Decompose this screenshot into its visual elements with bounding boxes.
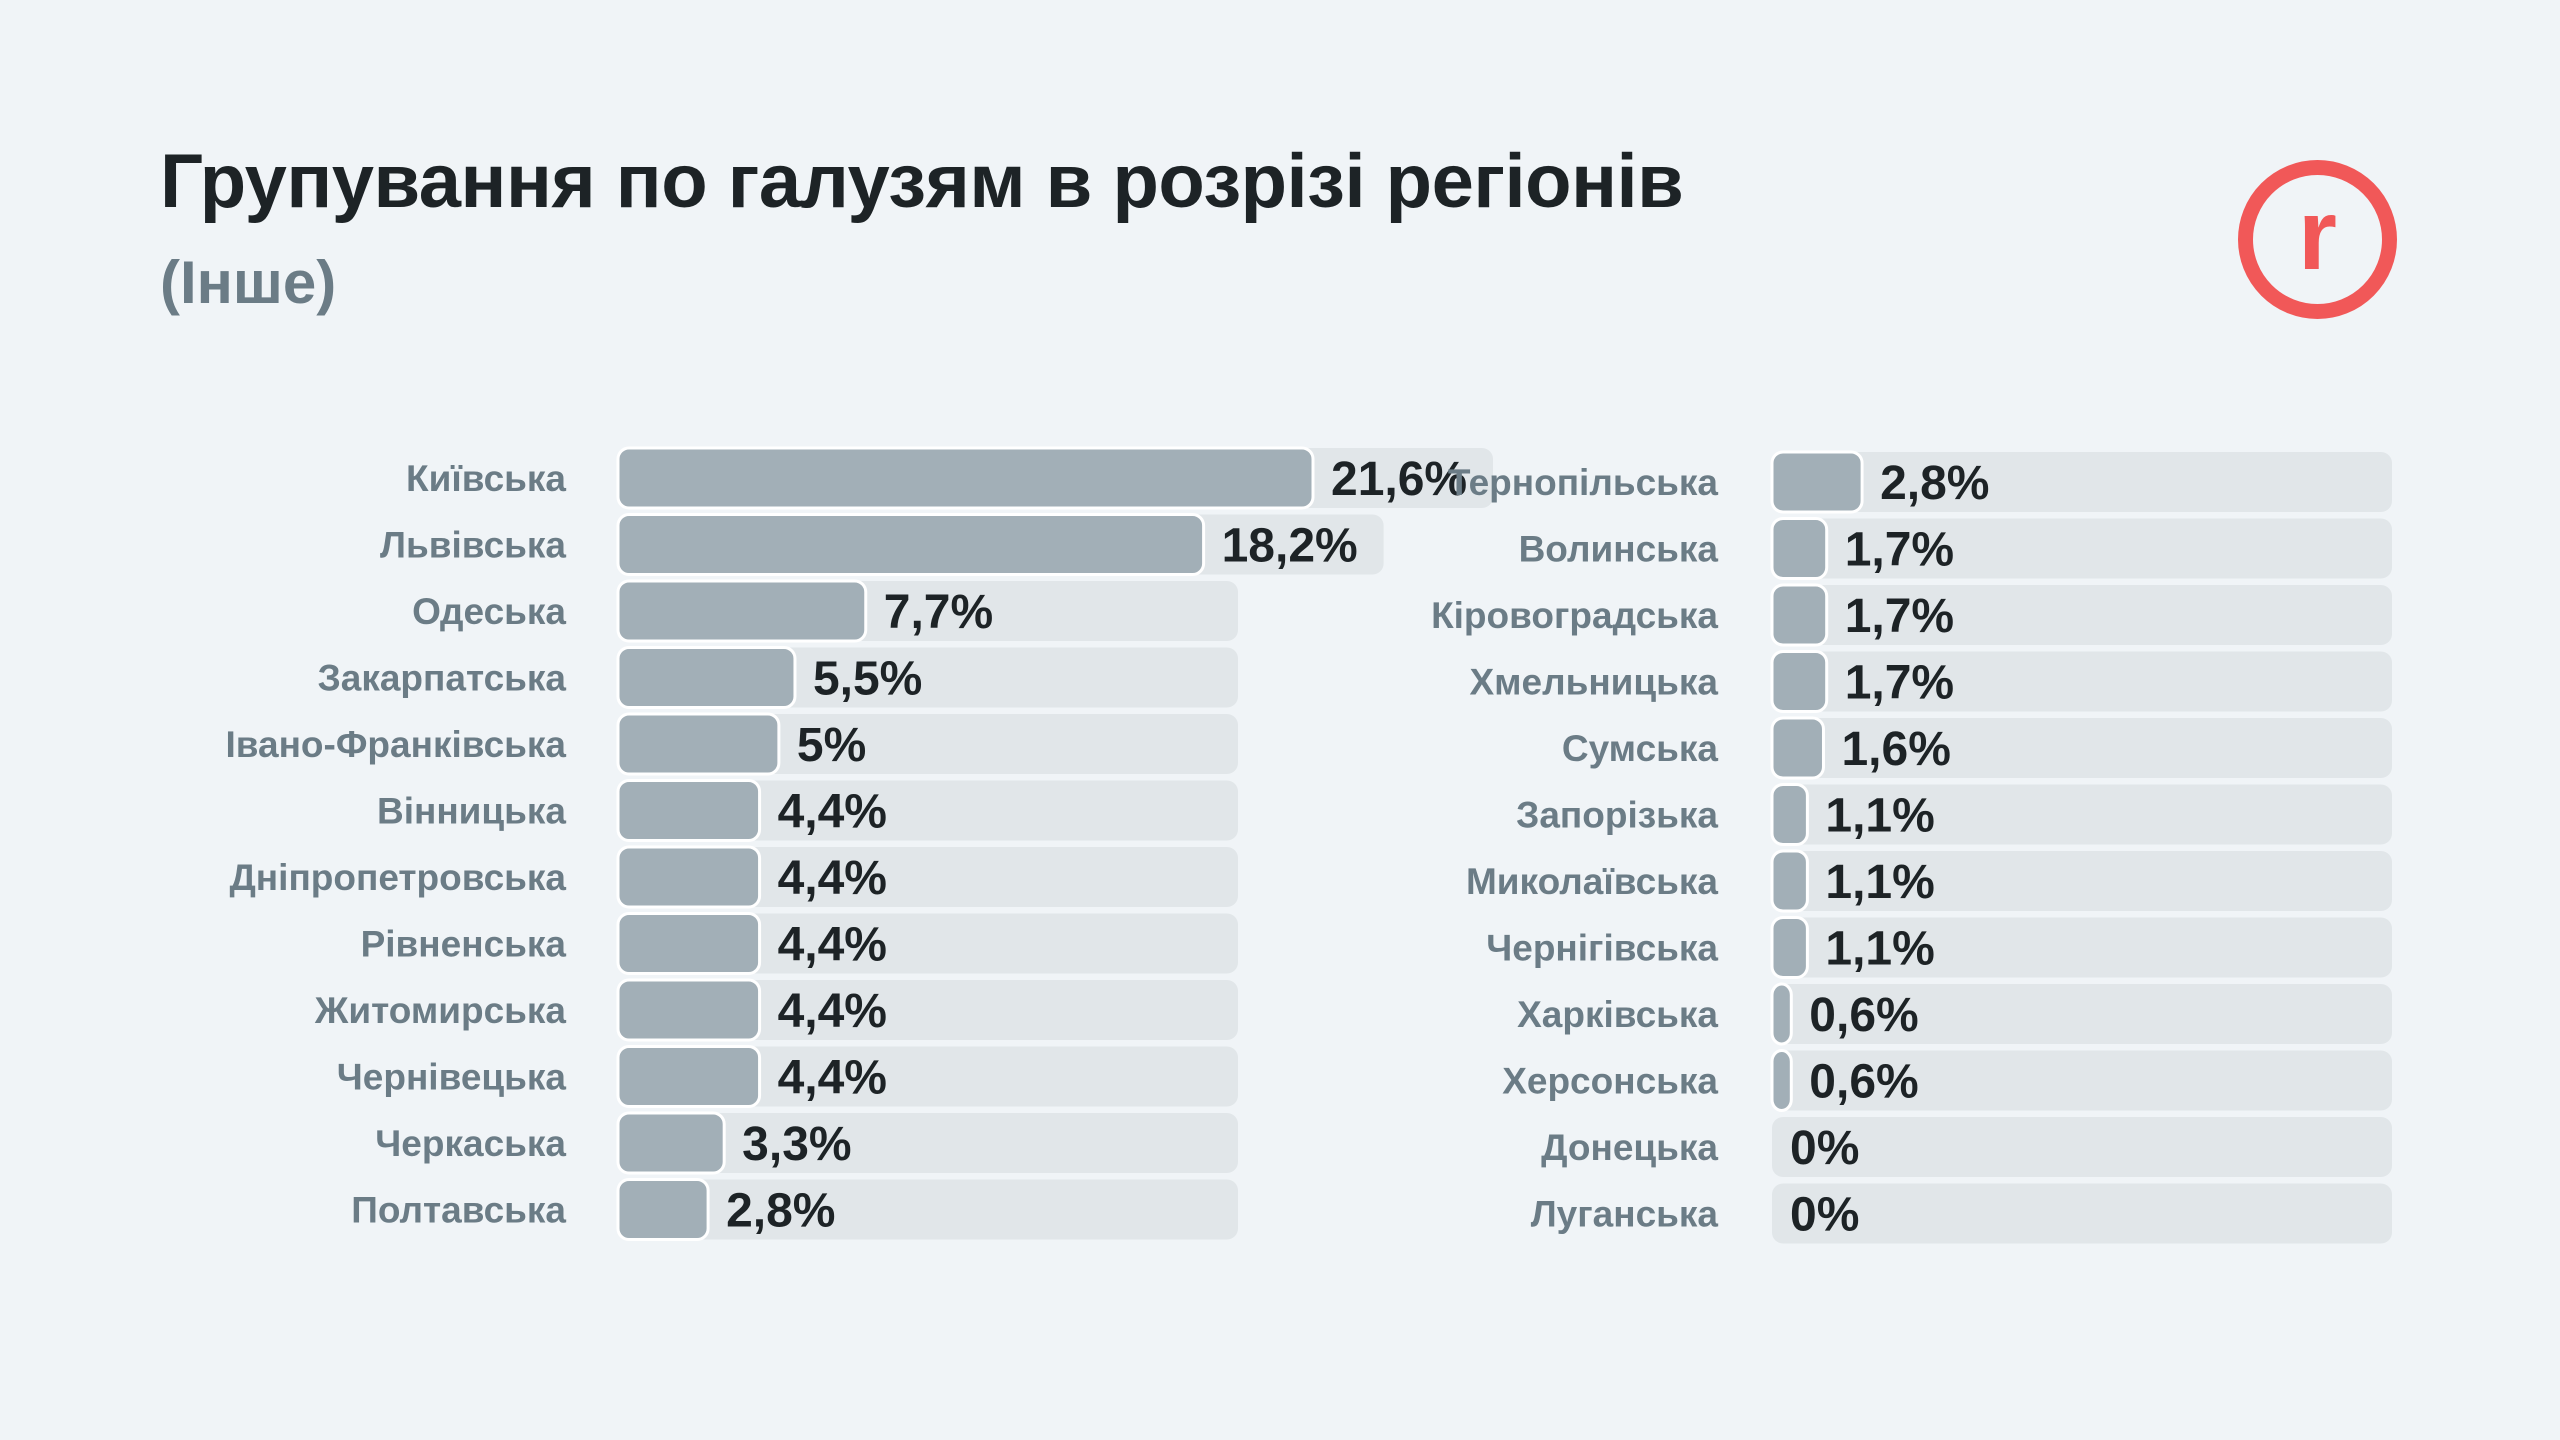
bar	[1770, 783, 1809, 846]
bar-track	[1772, 452, 2392, 512]
value-label: 4,4%	[778, 1052, 887, 1105]
bar-track	[1772, 984, 2392, 1044]
value-label: 18,2%	[1222, 520, 1358, 573]
bar	[616, 446, 1315, 510]
bar	[616, 1111, 726, 1175]
bar-track	[618, 1179, 1238, 1240]
value-label: 1,1%	[1825, 790, 1934, 843]
bar-track	[618, 980, 1238, 1040]
bar-track	[618, 847, 1238, 907]
category-label: Львівська	[380, 525, 566, 566]
chart-subtitle: (Інше)	[160, 249, 337, 316]
value-label: 4,4%	[778, 919, 887, 972]
value-label: 1,1%	[1825, 923, 1934, 976]
bar-track	[1772, 1183, 2392, 1244]
value-label: 4,4%	[778, 852, 887, 905]
bar-track	[1772, 1050, 2392, 1111]
logo-letter: r	[2298, 179, 2337, 291]
category-label: Харківська	[1517, 994, 1718, 1035]
value-label: 5,5%	[813, 653, 922, 706]
bar	[1770, 517, 1829, 580]
value-label: 1,6%	[1841, 723, 1950, 776]
bar-track	[1772, 718, 2392, 778]
r-logo-icon: r	[2238, 160, 2397, 319]
value-label: 4,4%	[778, 786, 887, 839]
category-label: Вінницька	[377, 791, 566, 832]
bar-track	[618, 1113, 1238, 1173]
bar	[616, 1178, 710, 1241]
category-label: Івано-Франківська	[225, 724, 566, 765]
bar-track	[1772, 1117, 2392, 1177]
value-label: 0,6%	[1809, 989, 1918, 1042]
value-label: 3,3%	[742, 1118, 851, 1171]
bar	[1770, 450, 1864, 514]
chart-title: Групування по галузям в розрізі регіонів	[160, 139, 1684, 224]
category-label: Закарпатська	[318, 658, 567, 699]
category-label: Миколаївська	[1466, 861, 1718, 902]
category-label: Тернопільська	[1448, 462, 1719, 503]
bar	[616, 912, 762, 975]
value-label: 1,7%	[1845, 590, 1954, 643]
category-label: Донецька	[1541, 1127, 1718, 1168]
bar-track	[618, 913, 1238, 974]
category-label: Хмельницька	[1469, 662, 1718, 703]
bar	[1770, 982, 1793, 1046]
category-label: Полтавська	[351, 1190, 566, 1231]
bar-track	[618, 1046, 1238, 1107]
bar	[616, 513, 1206, 576]
bar-track	[1772, 851, 2392, 911]
bar	[1770, 650, 1829, 713]
category-label: Кіровоградська	[1431, 595, 1718, 636]
bar	[1770, 583, 1829, 647]
value-label: 0,6%	[1809, 1056, 1918, 1109]
category-label: Запорізька	[1516, 795, 1718, 836]
category-label: Луганська	[1531, 1194, 1719, 1235]
value-label: 0%	[1790, 1122, 1859, 1175]
category-label: Херсонська	[1502, 1061, 1718, 1102]
bar	[1770, 916, 1809, 979]
category-label: Житомирська	[314, 990, 566, 1031]
value-label: 1,7%	[1845, 657, 1954, 710]
bar	[1770, 716, 1825, 780]
value-label: 1,1%	[1825, 856, 1934, 909]
bar-track	[1772, 585, 2392, 645]
category-label: Черкаська	[375, 1123, 566, 1164]
value-label: 7,7%	[884, 586, 993, 639]
category-label: Чернівецька	[337, 1057, 567, 1098]
value-label: 2,8%	[726, 1185, 835, 1238]
bar	[616, 1045, 762, 1108]
bar-track	[1772, 518, 2392, 579]
category-label: Чернігівська	[1486, 928, 1718, 969]
bar	[616, 779, 762, 842]
bar	[616, 978, 762, 1042]
category-label: Дніпропетровська	[229, 857, 566, 898]
category-label: Київська	[406, 458, 566, 499]
bar	[616, 646, 797, 709]
bar	[1770, 849, 1809, 913]
bar-track	[618, 780, 1238, 841]
value-label: 1,7%	[1845, 524, 1954, 577]
bar-track	[1772, 651, 2392, 712]
value-label: 21,6%	[1331, 453, 1467, 506]
bar	[1770, 1049, 1793, 1112]
value-label: 4,4%	[778, 985, 887, 1038]
bar-track	[1772, 917, 2392, 978]
category-label: Волинська	[1519, 529, 1719, 570]
value-label: 2,8%	[1880, 457, 1989, 510]
value-label: 0%	[1790, 1189, 1859, 1242]
bar	[616, 845, 762, 909]
bar-track	[1772, 784, 2392, 845]
bar	[616, 712, 781, 776]
category-label: Одеська	[412, 591, 566, 632]
value-label: 5%	[797, 719, 866, 772]
category-label: Рівненська	[361, 924, 567, 965]
category-label: Сумська	[1562, 728, 1719, 769]
bar	[616, 579, 868, 643]
